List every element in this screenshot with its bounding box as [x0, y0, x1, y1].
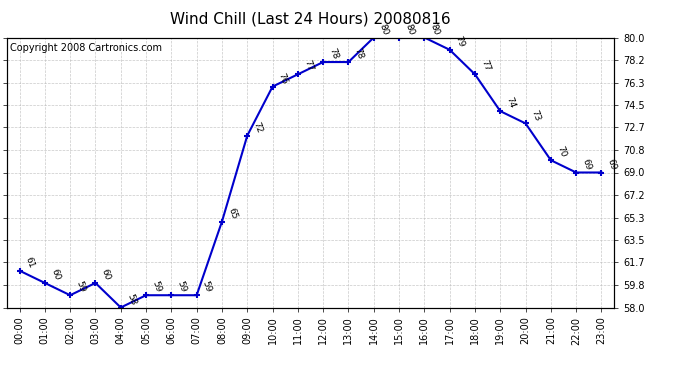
Text: 60: 60 [99, 268, 112, 282]
Text: 70: 70 [555, 145, 567, 159]
Text: 61: 61 [23, 255, 36, 269]
Text: 77: 77 [479, 59, 491, 73]
Text: 59: 59 [150, 280, 163, 294]
Text: 65: 65 [226, 206, 239, 220]
Text: Wind Chill (Last 24 Hours) 20080816: Wind Chill (Last 24 Hours) 20080816 [170, 11, 451, 26]
Text: 76: 76 [277, 71, 289, 85]
Text: 59: 59 [175, 280, 188, 294]
Text: 74: 74 [504, 96, 517, 110]
Text: Copyright 2008 Cartronics.com: Copyright 2008 Cartronics.com [10, 43, 162, 53]
Text: 72: 72 [251, 120, 264, 134]
Text: 69: 69 [580, 157, 593, 171]
Text: 80: 80 [428, 22, 441, 36]
Text: 80: 80 [403, 22, 415, 36]
Text: 60: 60 [49, 268, 61, 282]
Text: 79: 79 [454, 34, 466, 48]
Text: 78: 78 [327, 47, 339, 61]
Text: 69: 69 [606, 157, 618, 171]
Text: 73: 73 [530, 108, 542, 122]
Text: 59: 59 [201, 280, 213, 294]
Text: 58: 58 [125, 292, 137, 306]
Text: 77: 77 [302, 59, 315, 73]
Text: 80: 80 [378, 22, 391, 36]
Text: 78: 78 [353, 47, 365, 61]
Text: 59: 59 [75, 280, 87, 294]
